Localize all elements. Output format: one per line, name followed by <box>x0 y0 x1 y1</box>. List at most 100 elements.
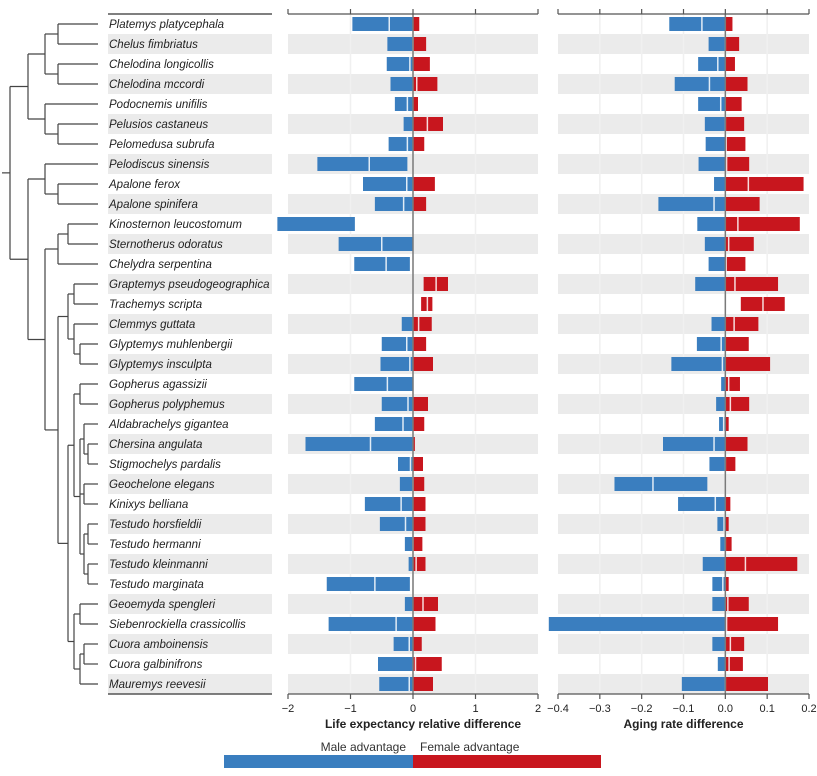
male-advantage-bar <box>708 37 726 51</box>
female-advantage-bar <box>413 437 415 451</box>
x-tick-label: 0.1 <box>760 703 775 715</box>
female-advantage-bar <box>413 657 442 671</box>
female-advantage-bar <box>413 557 426 571</box>
female-advantage-bar <box>413 477 425 491</box>
female-advantage-bar <box>413 37 427 51</box>
x-tick-label: −0.3 <box>589 703 611 715</box>
female-advantage-bar <box>413 137 425 151</box>
label-row-stripe <box>108 234 272 254</box>
panel-life-expectancy-axes: −2 −1 0 1 2 <box>282 9 541 715</box>
male-advantage-bar <box>709 457 726 471</box>
x-tick-label: −0.1 <box>673 703 695 715</box>
male-advantage-bar <box>408 557 413 571</box>
male-advantage-bar <box>401 317 413 331</box>
species-label: Testudo horsfieldii <box>109 519 202 531</box>
species-label: Pelomedusa subrufa <box>109 139 214 151</box>
male-advantage-bar <box>712 597 726 611</box>
label-row-stripe <box>108 594 272 614</box>
species-label: Chelydra serpentina <box>109 259 212 271</box>
species-label: Testudo kleinmanni <box>109 559 208 571</box>
male-advantage-bar <box>614 477 708 491</box>
male-advantage-bar <box>716 397 726 411</box>
male-advantage-bar <box>698 57 726 71</box>
female-advantage-bar <box>725 217 800 231</box>
male-advantage-bar <box>380 357 413 371</box>
female-advantage-bar <box>413 17 420 31</box>
male-advantage-bar <box>277 217 355 231</box>
female-advantage-bar <box>725 277 779 291</box>
female-advantage-bar <box>725 377 740 391</box>
male-advantage-bar <box>720 537 726 551</box>
male-advantage-bar <box>352 17 413 31</box>
female-advantage-bar <box>725 597 749 611</box>
male-advantage-bar <box>403 117 413 131</box>
label-row-stripe <box>108 314 272 334</box>
species-label: Chelodina mccordi <box>109 79 205 91</box>
female-advantage-bar <box>725 417 729 431</box>
male-advantage-bar <box>669 17 726 31</box>
male-advantage-bar <box>390 77 413 91</box>
female-advantage-bar <box>413 197 427 211</box>
female-advantage-bar <box>725 457 736 471</box>
species-label: Clemmys guttata <box>109 319 195 331</box>
species-label: Stigmochelys pardalis <box>109 459 221 471</box>
x-tick-label: 0.0 <box>718 703 733 715</box>
male-advantage-bar <box>717 657 726 671</box>
species-label: Pelusios castaneus <box>109 119 208 131</box>
female-advantage-bar <box>725 637 745 651</box>
male-advantage-bar <box>717 517 726 531</box>
female-advantage-bar <box>413 357 433 371</box>
x-tick-label: −1 <box>344 703 357 715</box>
species-label: Sternotherus odoratus <box>109 239 223 251</box>
male-advantage-bar <box>393 637 413 651</box>
label-row-stripe <box>108 354 272 374</box>
female-advantage-bar <box>413 617 436 631</box>
male-advantage-bar <box>721 377 726 391</box>
male-advantage-bar <box>374 197 413 211</box>
female-advantage-bar <box>413 97 418 111</box>
label-row-stripe <box>108 394 272 414</box>
species-label: Chelodina longicollis <box>109 59 214 71</box>
female-advantage-bar <box>413 677 433 691</box>
male-advantage-bar <box>719 417 726 431</box>
panel-aging-rate-axes: −0.4 −0.3 −0.2 −0.1 0.0 0.1 0.2 <box>547 9 817 715</box>
panel-aging-rate: −0.4 −0.3 −0.2 −0.1 0.0 0.1 0.2 Aging rate dif… <box>547 9 817 731</box>
x-tick-label: −0.2 <box>631 703 653 715</box>
male-advantage-bar <box>704 237 726 251</box>
female-advantage-bar <box>413 317 432 331</box>
x-axis-title-aging-rate: Aging rate difference <box>623 717 743 731</box>
species-label: Chelus fimbriatus <box>109 39 198 51</box>
female-advantage-bar <box>725 97 742 111</box>
species-label: Pelodiscus sinensis <box>109 159 210 171</box>
male-advantage-bar <box>712 637 726 651</box>
x-tick-label: 1 <box>472 703 478 715</box>
species-label: Glyptemys insculpta <box>109 359 212 371</box>
female-advantage-bar <box>725 657 743 671</box>
male-advantage-bar <box>386 57 413 71</box>
male-advantage-bar <box>305 437 413 451</box>
male-advantage-bar <box>663 437 726 451</box>
male-advantage-bar <box>379 517 413 531</box>
x-tick-label: −0.4 <box>547 703 569 715</box>
species-label: Siebenrockiella crassicollis <box>109 619 246 631</box>
label-row-stripe <box>108 194 272 214</box>
species-label: Testudo hermanni <box>109 539 201 551</box>
x-tick-label: 0 <box>410 703 416 715</box>
female-advantage-bar <box>725 257 746 271</box>
male-advantage-bar <box>379 677 413 691</box>
species-label: Geochelone elegans <box>109 479 215 491</box>
legend-male-swatch <box>224 755 413 768</box>
female-advantage-bar <box>725 177 804 191</box>
species-label: Chersina angulata <box>109 439 202 451</box>
female-advantage-bar <box>725 197 760 211</box>
legend: Male advantage Female advantage <box>224 740 601 768</box>
male-advantage-bar <box>354 257 410 271</box>
species-label: Platemys platycephala <box>109 19 224 31</box>
species-label: Geoemyda spengleri <box>109 599 216 611</box>
legend-male-label: Male advantage <box>321 740 407 754</box>
species-labels: Platemys platycephala Chelus fimbriatus Ch… <box>108 19 269 691</box>
panel-life-expectancy-bars <box>277 17 448 691</box>
male-advantage-bar <box>696 337 726 351</box>
species-label: Gopherus agassizii <box>109 379 207 391</box>
male-advantage-bar <box>363 177 413 191</box>
